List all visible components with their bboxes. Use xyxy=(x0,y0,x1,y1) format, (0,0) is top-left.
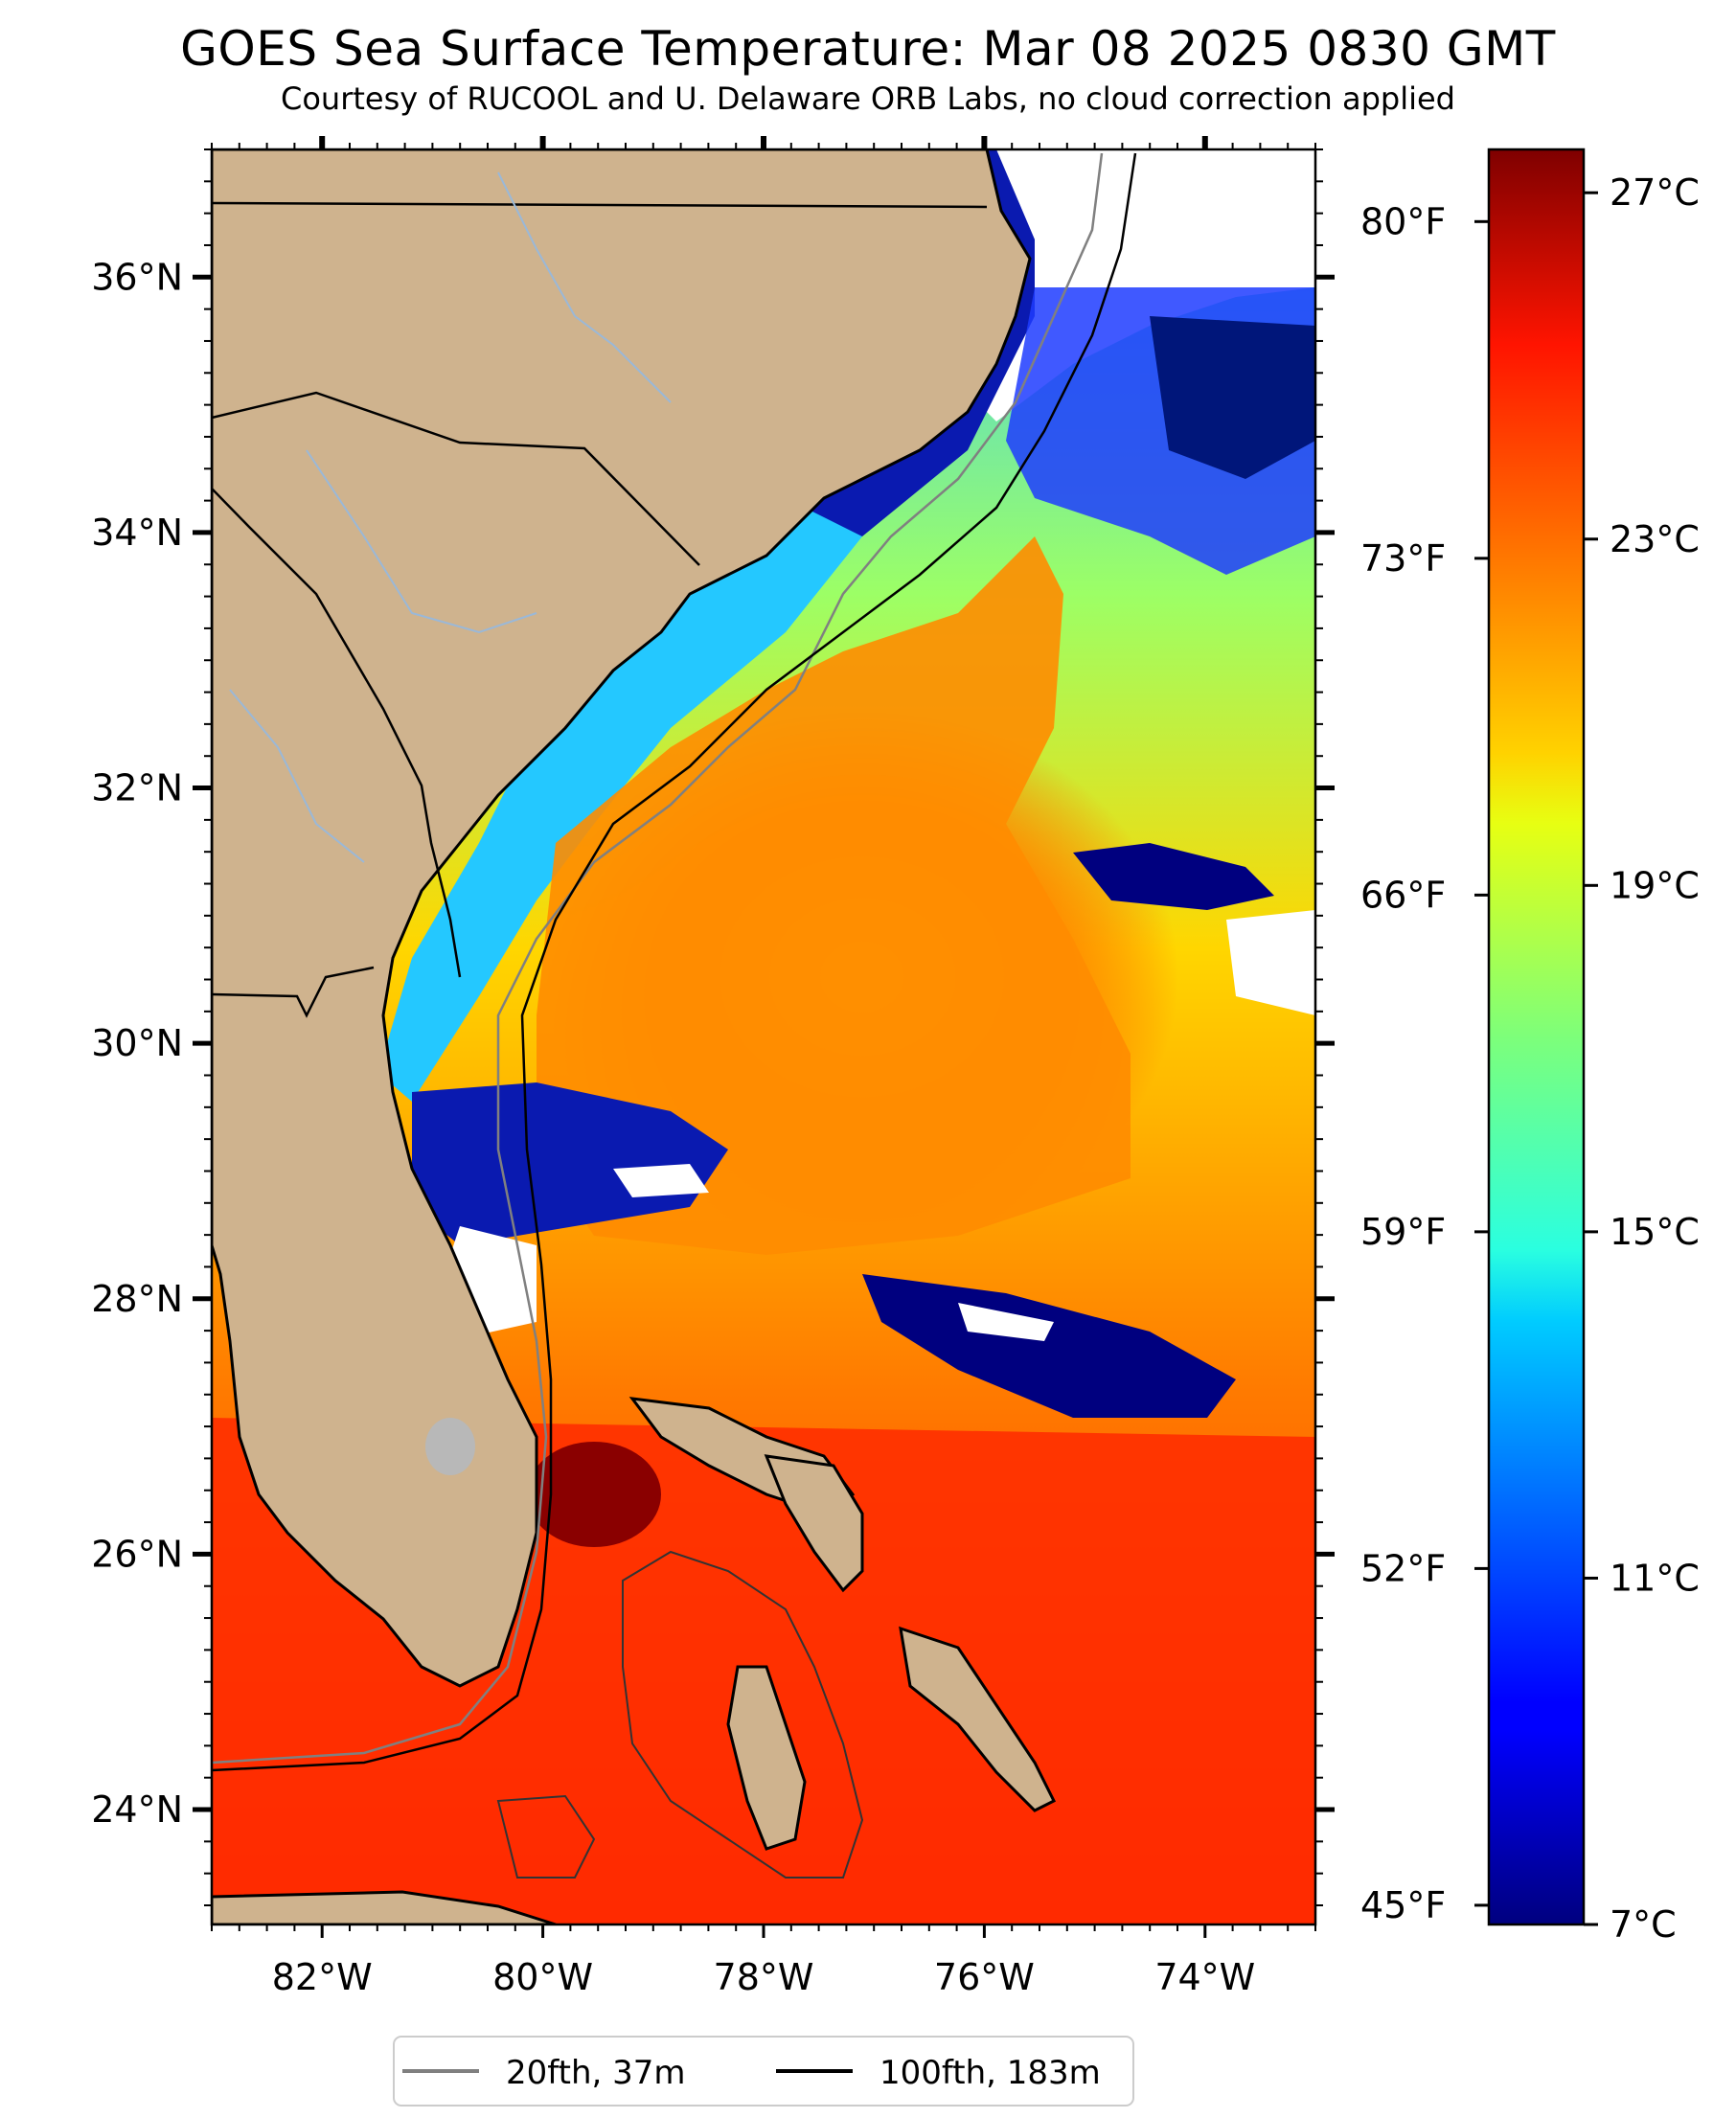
latitude-axis: 36°N 34°N 32°N 30°N 28°N 26°N 24°N xyxy=(91,256,1335,1831)
bank-contour xyxy=(622,1550,864,1879)
colorbar xyxy=(1487,148,1586,1926)
fahrenheit-tick-label: 59°F xyxy=(1360,1211,1446,1253)
cold-blob-east xyxy=(1073,843,1274,910)
fahrenheit-tick-label: 52°F xyxy=(1360,1547,1446,1589)
legend-label-100fth: 100fth, 183m xyxy=(879,2054,1101,2092)
cuba-coast xyxy=(212,1890,557,1924)
celsius-tick-label: 19°C xyxy=(1610,864,1700,906)
lon-tick-label: 82°W xyxy=(272,1956,373,1998)
cloud-blob-south xyxy=(958,1303,1054,1341)
fahrenheit-tick-label: 45°F xyxy=(1360,1884,1446,1926)
latitude-minor-ticks xyxy=(204,143,1323,1931)
map-title: GOES Sea Surface Temperature: Mar 08 202… xyxy=(180,21,1556,77)
lat-tick-label: 32°N xyxy=(91,767,183,809)
lat-tick-label: 26°N xyxy=(91,1533,183,1575)
legend-label-20fth: 20fth, 37m xyxy=(506,2054,686,2092)
lat-tick-label: 34°N xyxy=(91,512,183,554)
island-andros xyxy=(726,1665,807,1851)
river xyxy=(306,449,537,634)
island-eleuthera xyxy=(899,1626,1057,1812)
river xyxy=(497,171,672,403)
isobath-20fth xyxy=(212,152,1104,1765)
sst-map[interactable] xyxy=(212,149,1315,1924)
warm-water-core xyxy=(537,536,1131,1255)
isobath-100fth xyxy=(212,152,1137,1772)
lat-tick-label: 28°N xyxy=(91,1278,183,1320)
border-sc-ga xyxy=(212,488,462,978)
celsius-tick-label: 27°C xyxy=(1610,171,1700,214)
hot-spot xyxy=(527,1442,661,1547)
fahrenheit-axis: 80°F 73°F 66°F 59°F 52°F 45°F xyxy=(1360,200,1489,1926)
legend-box xyxy=(393,2036,1134,2107)
bank-contour xyxy=(496,1794,596,1879)
lon-tick-label: 80°W xyxy=(492,1956,593,1998)
lat-tick-label: 36°N xyxy=(91,256,183,298)
island-abaco xyxy=(764,1454,864,1593)
fahrenheit-tick-label: 80°F xyxy=(1360,200,1446,242)
cold-patch-ne xyxy=(1150,316,1315,479)
border-ga-fl xyxy=(212,966,375,1018)
cold-band-mid xyxy=(412,1082,728,1245)
cloud-blob-east xyxy=(1226,910,1315,1015)
river xyxy=(229,689,365,863)
coastal-cool-strip xyxy=(378,498,862,1102)
lon-tick-label: 76°W xyxy=(934,1956,1035,1998)
celsius-axis: 27°C 23°C 19°C 15°C 11°C 7°C xyxy=(1584,171,1700,1946)
fahrenheit-tick-label: 73°F xyxy=(1360,537,1446,580)
lat-tick-label: 24°N xyxy=(91,1788,183,1831)
lon-tick-label: 74°W xyxy=(1154,1956,1255,1998)
fahrenheit-tick-label: 66°F xyxy=(1360,874,1446,916)
border-va-nc xyxy=(212,201,988,209)
border-nc-sc xyxy=(212,391,700,566)
lat-tick-label: 30°N xyxy=(91,1022,183,1064)
cloud-blob-mid xyxy=(613,1164,709,1197)
lon-tick-label: 78°W xyxy=(714,1956,814,1998)
map-subtitle: Courtesy of RUCOOL and U. Delaware ORB L… xyxy=(281,80,1455,117)
legend: 20fth, 37m 100fth, 183m xyxy=(393,2036,1134,2107)
lake-okeechobee xyxy=(425,1418,475,1475)
celsius-tick-label: 11°C xyxy=(1610,1557,1700,1599)
celsius-tick-label: 7°C xyxy=(1610,1903,1677,1946)
celsius-tick-label: 23°C xyxy=(1610,518,1700,560)
cold-band-south xyxy=(862,1274,1236,1418)
celsius-tick-label: 15°C xyxy=(1610,1211,1700,1253)
longitude-axis: 82°W 80°W 78°W 76°W 74°W xyxy=(272,136,1255,1998)
land-mainland xyxy=(212,149,1032,1688)
